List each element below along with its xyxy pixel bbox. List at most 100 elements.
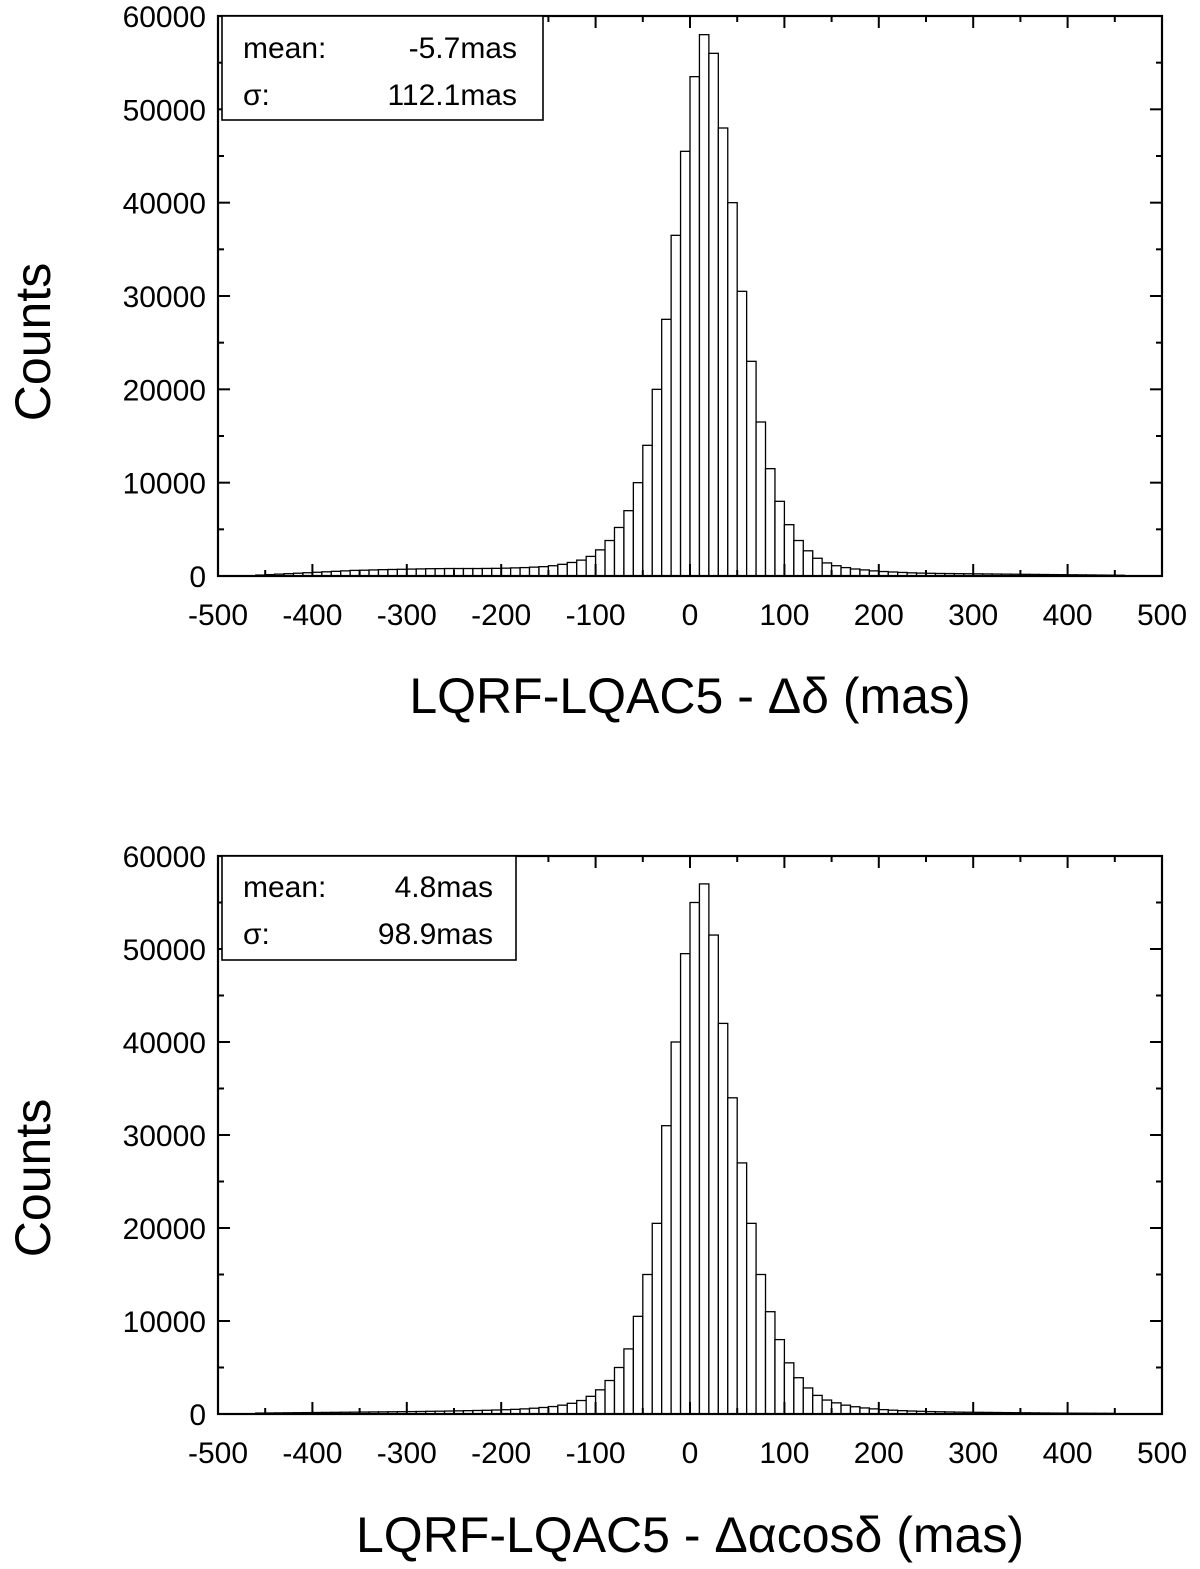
x-tick-label: 0 bbox=[682, 599, 699, 632]
chart-delta-ra: 0 10000 20000 30000 40000 50000 60000 -500 -400… bbox=[5, 841, 1187, 1563]
histogram-bar bbox=[821, 562, 833, 577]
y-tick-label: 60000 bbox=[123, 1, 206, 34]
histogram-bar bbox=[783, 1362, 795, 1415]
x-tick-labels: -500 -400 -300 -200 -100 0 100 200 300 400 500 bbox=[188, 599, 1187, 632]
stats-box-frame bbox=[221, 15, 544, 121]
y-tick-label: 40000 bbox=[123, 188, 206, 221]
y-tick-label: 20000 bbox=[123, 1213, 206, 1246]
histogram-bar bbox=[623, 510, 635, 577]
histogram-bar bbox=[462, 567, 474, 577]
x-tick-label: 500 bbox=[1137, 599, 1187, 632]
x-axis-label: LQRF-LQAC5 - Δαcosδ (mas) bbox=[356, 1507, 1024, 1563]
stats-box-frame bbox=[221, 855, 517, 961]
y-tick-label: 0 bbox=[189, 561, 206, 594]
histogram-bar bbox=[453, 567, 465, 577]
histogram-bar bbox=[679, 150, 691, 577]
histogram-bar bbox=[830, 565, 842, 577]
x-tick-label: -400 bbox=[282, 1437, 342, 1470]
sigma-label: σ: bbox=[243, 79, 270, 112]
histogram-bar bbox=[500, 567, 512, 577]
histogram-bar bbox=[812, 1394, 823, 1415]
x-tick-label: -100 bbox=[566, 599, 626, 632]
x-tick-label: 200 bbox=[854, 599, 904, 632]
histogram-bar bbox=[576, 559, 587, 577]
histogram-bar bbox=[802, 550, 814, 577]
y-tick-label: 30000 bbox=[123, 281, 206, 314]
histogram-bar bbox=[651, 1222, 663, 1415]
histogram-bar bbox=[745, 360, 757, 577]
histogram-bar bbox=[717, 127, 729, 577]
y-tick-label: 60000 bbox=[123, 841, 206, 874]
histogram-bar bbox=[840, 566, 852, 577]
histogram-bar bbox=[670, 1041, 682, 1415]
histogram-bar bbox=[623, 1348, 635, 1415]
histogram-bar bbox=[613, 526, 625, 577]
x-tick-label: -300 bbox=[377, 1437, 437, 1470]
y-tick-labels: 0 10000 20000 30000 40000 50000 60000 bbox=[123, 841, 206, 1432]
histogram-bar bbox=[783, 524, 795, 577]
stats-box: mean: 4.8mas σ: 98.9mas bbox=[221, 855, 517, 961]
histogram-bar bbox=[604, 1379, 616, 1415]
histogram-bar bbox=[632, 1315, 644, 1415]
histogram-bar bbox=[840, 1404, 852, 1415]
histogram-bar bbox=[576, 1399, 587, 1415]
y-tick-label: 10000 bbox=[123, 468, 206, 501]
histogram-bar bbox=[585, 1395, 597, 1415]
histogram-bar bbox=[679, 953, 691, 1415]
sigma-value: 98.9mas bbox=[378, 918, 493, 951]
y-tick-label: 10000 bbox=[123, 1306, 206, 1339]
histogram-bar bbox=[708, 52, 719, 577]
x-tick-label: -400 bbox=[282, 599, 342, 632]
histogram-bar bbox=[472, 567, 483, 577]
histogram-bar bbox=[689, 901, 701, 1415]
plot-frame bbox=[216, 854, 1164, 1416]
histogram-bar bbox=[802, 1387, 814, 1415]
x-tick-label: 0 bbox=[682, 1437, 699, 1470]
histogram-bar bbox=[670, 234, 682, 577]
histogram-bar bbox=[708, 934, 719, 1415]
histogram-bar bbox=[509, 567, 521, 577]
histogram-bar bbox=[443, 567, 455, 577]
mean-label: mean: bbox=[243, 32, 326, 65]
histogram-bar bbox=[557, 563, 568, 577]
x-tick-label: 400 bbox=[1043, 1437, 1093, 1470]
histogram-bar bbox=[755, 1273, 767, 1415]
histogram-bar bbox=[698, 34, 710, 577]
stats-box: mean: -5.7mas σ: 112.1mas bbox=[221, 15, 544, 121]
histogram-bar bbox=[745, 1222, 757, 1415]
x-tick-label: 300 bbox=[948, 599, 998, 632]
histogram-bar bbox=[764, 468, 776, 577]
histogram-bar bbox=[736, 1162, 748, 1415]
y-tick-label: 50000 bbox=[123, 94, 206, 127]
histogram-bar bbox=[793, 539, 804, 577]
x-tick-label: 200 bbox=[854, 1437, 904, 1470]
histogram-bar bbox=[538, 566, 550, 577]
histogram-bar bbox=[632, 482, 644, 577]
histogram-bar bbox=[613, 1366, 625, 1415]
histogram-bar bbox=[642, 1273, 653, 1415]
plot-frame bbox=[216, 14, 1164, 578]
x-tick-label: 100 bbox=[759, 1437, 809, 1470]
histogram-bar bbox=[830, 1402, 842, 1415]
y-tick-label: 40000 bbox=[123, 1027, 206, 1060]
histogram-bar bbox=[736, 290, 748, 577]
x-tick-label: 500 bbox=[1137, 1437, 1187, 1470]
histogram-bar bbox=[661, 1125, 672, 1415]
histogram-bars bbox=[255, 883, 1116, 1415]
x-tick-label: -500 bbox=[188, 1437, 248, 1470]
histogram-bar bbox=[764, 1311, 776, 1415]
histogram-bar bbox=[519, 566, 531, 577]
histogram-bar bbox=[698, 883, 710, 1415]
histogram-bar bbox=[566, 1402, 578, 1415]
y-tick-label: 20000 bbox=[123, 374, 206, 407]
mean-value: 4.8mas bbox=[395, 871, 493, 904]
histogram-bar bbox=[774, 1338, 786, 1415]
histogram-bar bbox=[661, 318, 672, 577]
histogram-bar bbox=[642, 444, 653, 577]
histogram-bar bbox=[491, 567, 502, 577]
x-tick-label: 300 bbox=[948, 1437, 998, 1470]
histogram-bar bbox=[727, 202, 738, 577]
y-tick-label: 50000 bbox=[123, 934, 206, 967]
histogram-bar bbox=[547, 565, 559, 577]
